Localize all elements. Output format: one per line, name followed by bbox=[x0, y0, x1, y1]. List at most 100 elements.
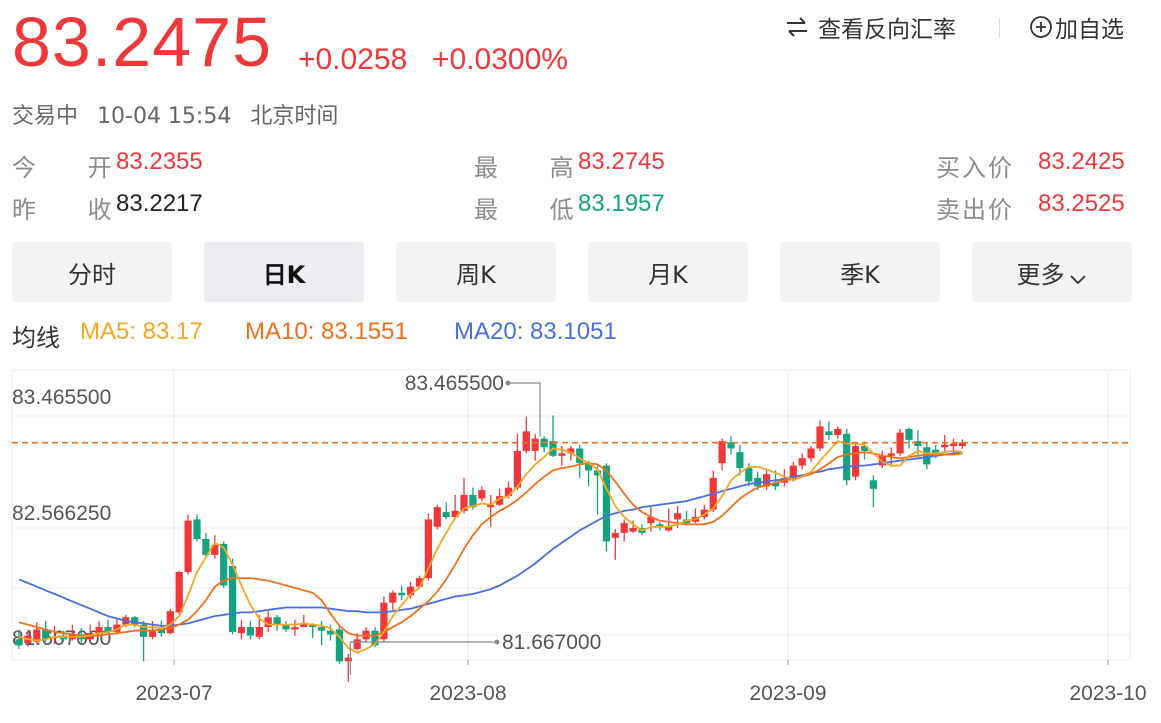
ma-legend-title: 均线 bbox=[12, 324, 60, 352]
candlestick-chart[interactable]: 83.465500 82.566250 81.667000 2023-07 2023-0… bbox=[0, 360, 1161, 723]
high-value: 83.2745 bbox=[578, 148, 665, 175]
candle-body bbox=[291, 627, 299, 630]
candle-body bbox=[353, 639, 361, 650]
candle-body bbox=[843, 433, 851, 481]
candle-body bbox=[389, 592, 397, 603]
timezone-label: 北京时间 bbox=[250, 104, 339, 129]
candle-body bbox=[798, 458, 806, 466]
candle-body bbox=[318, 627, 326, 631]
candle-body bbox=[380, 602, 388, 640]
candle-body bbox=[771, 482, 780, 487]
candle-body bbox=[602, 465, 610, 542]
candle-body bbox=[585, 463, 593, 471]
ma10-legend: MA10: 83.1551 bbox=[245, 318, 408, 345]
candle-body bbox=[522, 431, 530, 451]
candle-body bbox=[344, 657, 352, 662]
low-value: 83.1957 bbox=[578, 190, 665, 217]
candle-body bbox=[513, 450, 521, 488]
tab-minute[interactable]: 分时 bbox=[12, 242, 172, 302]
candle-body bbox=[184, 520, 192, 573]
candle-body bbox=[95, 627, 103, 634]
candle-body bbox=[220, 543, 228, 586]
price-change: +0.0258 bbox=[298, 43, 408, 76]
tab-more[interactable]: 更多 bbox=[972, 242, 1132, 302]
candle-body bbox=[104, 627, 112, 632]
candle-body bbox=[576, 448, 584, 464]
candle-body bbox=[674, 513, 682, 520]
open-label: 今 开 bbox=[12, 154, 134, 182]
candle-body bbox=[229, 565, 237, 632]
candle-body bbox=[255, 627, 263, 637]
add-watchlist-button[interactable]: 加自选 bbox=[1029, 10, 1124, 44]
candle-body bbox=[166, 611, 174, 634]
current-price: 83.2475 bbox=[12, 3, 273, 81]
ask-label: 卖出价 bbox=[936, 196, 1014, 224]
candle-body bbox=[593, 470, 602, 476]
prev-close-value: 83.2217 bbox=[116, 190, 203, 217]
candle-body bbox=[736, 452, 744, 469]
candle-body bbox=[335, 629, 343, 662]
quote-datetime: 10-04 15:54 bbox=[97, 104, 232, 129]
action-divider bbox=[999, 18, 1000, 38]
tab-daily[interactable]: 日K bbox=[204, 242, 364, 302]
candle-body bbox=[949, 443, 958, 447]
candle-body bbox=[789, 465, 797, 478]
tab-weekly[interactable]: 周K bbox=[396, 242, 556, 302]
candle-body bbox=[567, 448, 575, 454]
reverse-rate-label: 查看反向汇率 bbox=[818, 17, 956, 43]
min-annotation-leader bbox=[349, 641, 497, 675]
candle-body bbox=[326, 630, 335, 635]
candle-body bbox=[932, 449, 940, 454]
ma5-legend: MA5: 83.17 bbox=[80, 318, 203, 345]
candle-body bbox=[825, 431, 833, 436]
x-tick-label: 2023-08 bbox=[429, 682, 506, 705]
candle-body bbox=[282, 624, 290, 630]
candle-body bbox=[745, 468, 753, 482]
ma20-line bbox=[18, 451, 963, 627]
candle-body bbox=[620, 523, 628, 533]
plus-circle-icon bbox=[1029, 15, 1053, 39]
candle-body bbox=[273, 617, 281, 625]
candle-body bbox=[869, 480, 877, 489]
candle-body bbox=[407, 586, 415, 596]
tab-quarterly[interactable]: 季K bbox=[780, 242, 940, 302]
candle-body bbox=[647, 516, 655, 524]
candle-body bbox=[941, 444, 949, 448]
candle-body bbox=[807, 448, 815, 459]
candle-body bbox=[371, 630, 379, 646]
candle-body bbox=[611, 532, 619, 538]
candle-body bbox=[478, 490, 486, 499]
candle-body bbox=[629, 527, 637, 532]
chart-overlay: 83.465500 81.667000 bbox=[12, 372, 1130, 675]
y-tick-label: 83.465500 bbox=[12, 386, 111, 409]
candle-body bbox=[469, 494, 477, 508]
ma20-legend: MA20: 83.1051 bbox=[454, 318, 617, 345]
candle-body bbox=[175, 572, 183, 613]
candle-body bbox=[531, 438, 539, 451]
candle-body bbox=[237, 627, 246, 634]
x-tick-label: 2023-07 bbox=[135, 682, 212, 705]
add-watchlist-label: 加自选 bbox=[1055, 17, 1124, 43]
chevron-down-icon bbox=[1068, 265, 1088, 285]
candle-body bbox=[923, 447, 931, 465]
price-change-percent: +0.0300% bbox=[432, 43, 568, 76]
candle-body bbox=[309, 624, 317, 628]
open-value: 83.2355 bbox=[116, 148, 203, 175]
candle-body bbox=[42, 629, 50, 640]
prev-close-label: 昨 收 bbox=[12, 196, 134, 224]
candle-body bbox=[157, 629, 165, 634]
x-tick-label: 2023-09 bbox=[749, 682, 826, 705]
reverse-rate-button[interactable]: 查看反向汇率 bbox=[784, 10, 956, 44]
candle-body bbox=[451, 510, 459, 517]
candle-body bbox=[727, 442, 735, 449]
min-annotation-dot bbox=[494, 639, 500, 645]
tab-monthly[interactable]: 月K bbox=[588, 242, 748, 302]
candle-body bbox=[264, 617, 272, 628]
swap-arrows-icon bbox=[784, 15, 810, 39]
low-label: 最 低 bbox=[474, 196, 596, 224]
candle-body bbox=[211, 545, 219, 555]
x-tick-label: 2023-10 bbox=[1069, 682, 1146, 705]
candle-body bbox=[202, 538, 210, 555]
status-label: 交易中 bbox=[12, 104, 79, 129]
bid-label: 买入价 bbox=[936, 154, 1014, 182]
